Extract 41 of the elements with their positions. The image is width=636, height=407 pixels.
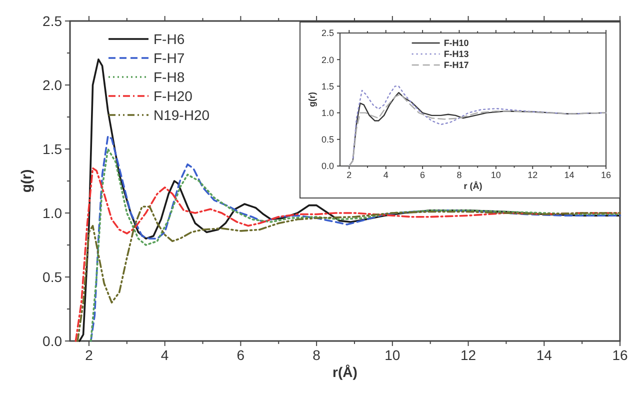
x-tick-label: 16 — [612, 347, 628, 363]
x-tick-label: 8 — [312, 347, 321, 363]
x-tick-label: 10 — [384, 347, 400, 363]
legend-label: F-H20 — [154, 88, 193, 104]
x-tick-label: 16 — [600, 170, 612, 180]
y-tick-label: 2.5 — [42, 12, 62, 29]
y-axis-title: g(r) — [18, 169, 34, 193]
x-tick-label: 8 — [456, 170, 462, 180]
x-tick-label: 10 — [490, 170, 501, 180]
legend-label: F-H10 — [444, 38, 469, 48]
x-axis-title: r (Å) — [464, 180, 482, 191]
x-tick-label: 6 — [420, 170, 426, 180]
y-tick-label: 2.0 — [321, 54, 334, 65]
y-tick-label: 0.5 — [321, 134, 334, 145]
x-tick-label: 12 — [528, 170, 538, 180]
legend-label: F-H8 — [154, 68, 185, 85]
legend-label: F-H7 — [154, 50, 185, 66]
y-tick-label: 1.5 — [42, 140, 62, 157]
legend-label: F-H6 — [154, 30, 185, 47]
y-axis-title: g(r) — [306, 92, 317, 107]
x-axis-title: r(Å) — [332, 364, 358, 380]
y-tick-label: 1.0 — [321, 108, 334, 118]
legend-label: N19-H20 — [154, 106, 210, 123]
x-tick-label: 2 — [85, 347, 94, 363]
y-tick-label: 2.5 — [321, 28, 334, 38]
x-tick-label: 4 — [160, 347, 169, 363]
line-series — [76, 206, 621, 342]
y-tick-label: 0.0 — [42, 332, 62, 349]
y-tick-label: 0.0 — [321, 161, 334, 172]
x-tick-label: 12 — [460, 347, 476, 363]
y-tick-label: 2.0 — [42, 76, 62, 93]
y-tick-label: 0.5 — [42, 268, 62, 285]
x-tick-label: 14 — [564, 170, 574, 180]
x-tick-label: 14 — [536, 347, 552, 363]
y-tick-label: 1.5 — [321, 81, 334, 92]
legend-label: F-H17 — [444, 60, 469, 70]
legend-label: F-H13 — [444, 49, 469, 60]
x-tick-label: 4 — [383, 170, 388, 180]
y-tick-label: 1.0 — [42, 204, 62, 221]
x-tick-label: 2 — [346, 170, 352, 180]
x-tick-label: 6 — [236, 347, 245, 363]
